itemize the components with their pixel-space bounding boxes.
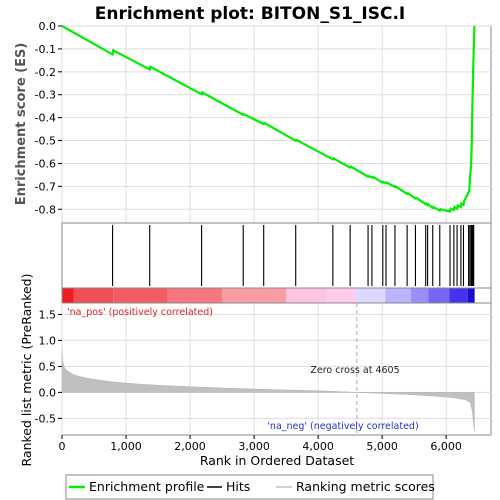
metric-xtick-label: 1,000 (110, 440, 142, 453)
heat-bar-segment (327, 288, 357, 303)
heat-bar-segment (467, 288, 475, 303)
es-ytick-label: -0.1 (35, 43, 56, 56)
metric-xtick-label: 6,000 (430, 440, 462, 453)
metric-xlabel: Rank in Ordered Dataset (200, 453, 354, 468)
metric-panel: 1.5 1.0 0.5 0.0 -0.5 0 1,000 2,000 3,000 4,000 5,… (19, 274, 492, 468)
ranking-metric-area (61, 350, 475, 432)
heat-bar-segment (286, 288, 328, 303)
metric-ytick-label: 0.0 (39, 386, 57, 399)
metric-xtick-label: 4,000 (302, 440, 334, 453)
heat-bar-segment (449, 288, 468, 303)
metric-y-ticks: 1.5 1.0 0.5 0.0 -0.5 (35, 308, 62, 425)
heat-bar (61, 287, 492, 304)
hit-lines (112, 225, 475, 286)
metric-ytick-label: 1.5 (39, 308, 57, 321)
heat-bar-segment (73, 288, 114, 303)
es-ytick-label: -0.2 (35, 66, 56, 79)
metric-xtick-label: 5,000 (366, 440, 398, 453)
metric-ytick-label: 1.0 (39, 334, 57, 347)
heat-bar-segment (428, 288, 450, 303)
es-panel-frame (61, 25, 492, 224)
heat-bar-segment (113, 288, 168, 303)
es-ytick-label: -0.8 (35, 203, 56, 216)
metric-xtick-label: 2,000 (174, 440, 206, 453)
chart-title: Enrichment plot: BITON_S1_ISC.I (95, 4, 405, 24)
legend-item-enrichment-profile: Enrichment profile (89, 479, 205, 494)
es-grid (61, 25, 491, 223)
legend-item-hits: Hits (226, 479, 250, 494)
legend-frame (65, 474, 434, 500)
na-neg-label: 'na_neg' (negatively correlated) (267, 421, 418, 432)
metric-ylabel: Ranked list metric (PreRanked) (19, 274, 34, 467)
metric-xtick-label: 0 (59, 440, 66, 453)
metric-ytick-label: 0.5 (39, 360, 57, 373)
es-ytick-label: -0.6 (35, 157, 56, 170)
zero-cross-label: Zero cross at 4605 (310, 365, 399, 376)
es-ytick-label: -0.7 (35, 180, 56, 193)
es-ylabel: Enrichment score (ES) (14, 43, 29, 206)
heat-bar-segment (62, 288, 74, 303)
heat-bar-segment (385, 288, 411, 303)
metric-ytick-label: -0.5 (35, 412, 56, 425)
hits-panel (61, 222, 492, 289)
es-ytick-label: -0.3 (35, 89, 56, 102)
heat-bar-segment (356, 288, 386, 303)
heat-bar-segment (410, 288, 429, 303)
es-ytick-label: -0.4 (35, 112, 56, 125)
metric-x-ticks: 0 1,000 2,000 3,000 4,000 5,000 6,000 (59, 435, 462, 453)
legend: Enrichment profile Hits Ranking metric s… (65, 474, 435, 500)
enrichment-profile-line (61, 25, 476, 213)
heat-bar-segment (222, 288, 287, 303)
na-pos-label: 'na_pos' (positively correlated) (67, 307, 213, 318)
legend-item-ranking-metric-scores: Ranking metric scores (296, 479, 435, 494)
es-ytick-label: -0.5 (35, 135, 56, 148)
es-y-ticks: 0.0 -0.1 -0.2 -0.3 -0.4 -0.5 -0.6 -0.7 -0.8 (35, 20, 62, 216)
metric-xtick-label: 3,000 (238, 440, 270, 453)
hits-panel-frame (61, 222, 492, 289)
metric-panel-frame (61, 302, 492, 436)
es-ytick-label: 0.0 (39, 20, 57, 33)
es-panel: 0.0 -0.1 -0.2 -0.3 -0.4 -0.5 -0.6 -0.7 -0.8 Enri… (14, 20, 492, 224)
heat-bar-segment (167, 288, 223, 303)
